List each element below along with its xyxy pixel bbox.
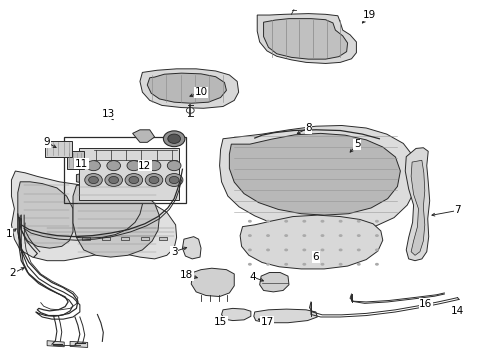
Polygon shape	[264, 19, 347, 59]
Polygon shape	[140, 69, 239, 108]
Text: 2: 2	[10, 268, 16, 278]
Circle shape	[284, 234, 288, 237]
Polygon shape	[76, 173, 96, 184]
Circle shape	[127, 161, 141, 171]
Circle shape	[266, 220, 270, 223]
Polygon shape	[221, 309, 251, 320]
Polygon shape	[141, 237, 149, 240]
Circle shape	[167, 161, 181, 171]
Circle shape	[85, 174, 102, 186]
Circle shape	[284, 248, 288, 251]
Polygon shape	[133, 130, 155, 142]
Circle shape	[320, 220, 324, 223]
Circle shape	[248, 234, 252, 237]
Circle shape	[339, 248, 343, 251]
Circle shape	[357, 234, 361, 237]
Text: 3: 3	[171, 247, 177, 257]
Polygon shape	[405, 148, 430, 261]
Polygon shape	[70, 341, 88, 347]
Circle shape	[266, 248, 270, 251]
Circle shape	[320, 248, 324, 251]
Text: 13: 13	[101, 109, 115, 119]
Circle shape	[169, 176, 179, 184]
Circle shape	[168, 134, 180, 143]
Text: 1: 1	[6, 229, 13, 239]
Polygon shape	[257, 14, 356, 63]
Circle shape	[302, 220, 306, 223]
Text: 7: 7	[454, 206, 461, 216]
Polygon shape	[240, 215, 383, 269]
Text: 10: 10	[195, 87, 208, 97]
Polygon shape	[73, 185, 159, 257]
Circle shape	[339, 220, 343, 223]
Text: 19: 19	[363, 10, 376, 20]
Circle shape	[266, 234, 270, 237]
Circle shape	[248, 248, 252, 251]
Text: 5: 5	[354, 139, 361, 149]
Circle shape	[375, 220, 379, 223]
Circle shape	[105, 174, 122, 186]
Circle shape	[109, 176, 119, 184]
Text: 16: 16	[419, 299, 432, 309]
Circle shape	[375, 263, 379, 266]
Circle shape	[129, 176, 139, 184]
Circle shape	[339, 234, 343, 237]
Circle shape	[248, 220, 252, 223]
Polygon shape	[47, 341, 64, 347]
Circle shape	[320, 234, 324, 237]
Text: 15: 15	[214, 317, 227, 327]
Text: 6: 6	[313, 252, 319, 262]
Circle shape	[147, 161, 161, 171]
Circle shape	[248, 263, 252, 266]
Polygon shape	[191, 268, 234, 297]
Circle shape	[149, 176, 159, 184]
Circle shape	[284, 263, 288, 266]
Polygon shape	[260, 273, 289, 292]
Polygon shape	[102, 237, 110, 240]
Circle shape	[284, 220, 288, 223]
Circle shape	[339, 263, 343, 266]
Text: 12: 12	[138, 161, 151, 171]
Text: 8: 8	[305, 123, 312, 133]
Polygon shape	[147, 73, 226, 103]
Circle shape	[302, 263, 306, 266]
Polygon shape	[229, 134, 400, 215]
Polygon shape	[18, 182, 73, 248]
Polygon shape	[82, 237, 90, 240]
Circle shape	[125, 174, 143, 186]
Polygon shape	[45, 140, 72, 157]
Polygon shape	[159, 237, 167, 240]
Polygon shape	[220, 126, 417, 232]
Circle shape	[302, 234, 306, 237]
Polygon shape	[11, 171, 176, 261]
Circle shape	[266, 263, 270, 266]
Polygon shape	[79, 148, 179, 200]
Circle shape	[320, 263, 324, 266]
Circle shape	[165, 174, 183, 186]
Circle shape	[89, 176, 98, 184]
Circle shape	[107, 161, 121, 171]
Text: 14: 14	[451, 306, 464, 316]
Text: 18: 18	[180, 270, 193, 280]
Circle shape	[357, 248, 361, 251]
Circle shape	[186, 108, 194, 113]
Circle shape	[87, 161, 100, 171]
Circle shape	[375, 234, 379, 237]
Polygon shape	[411, 160, 425, 255]
Circle shape	[357, 220, 361, 223]
Circle shape	[357, 263, 361, 266]
Circle shape	[302, 248, 306, 251]
Circle shape	[163, 131, 185, 147]
Polygon shape	[122, 237, 129, 240]
Circle shape	[375, 248, 379, 251]
Text: 9: 9	[44, 138, 50, 147]
Polygon shape	[182, 237, 201, 259]
Text: 4: 4	[249, 272, 256, 282]
Text: 11: 11	[74, 159, 88, 169]
Circle shape	[145, 174, 163, 186]
Text: 17: 17	[260, 317, 273, 327]
Polygon shape	[67, 151, 84, 169]
Polygon shape	[254, 309, 318, 323]
